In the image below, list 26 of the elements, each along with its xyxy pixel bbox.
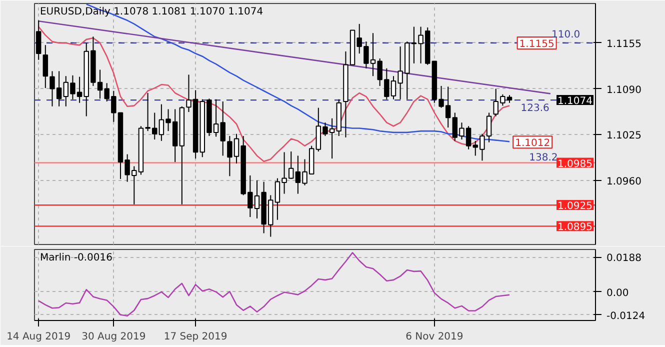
line-series	[38, 26, 510, 162]
chart-title: EURUSD,Daily 1.1078 1.1081 1.1070 1.1074	[40, 6, 264, 18]
x-tick-label: 30 Aug 2019	[82, 332, 146, 342]
ref-line-label: 1.1155	[519, 38, 554, 50]
x-tick-label: 14 Aug 2019	[6, 332, 71, 342]
annotation: 110.0	[552, 30, 580, 41]
y-tick-label: 1.1025	[606, 130, 642, 142]
ref-line-label: 1.0925	[558, 201, 593, 212]
ref-line-label: 1.1074	[558, 96, 593, 108]
candlestick	[42, 44, 48, 89]
y-tick-label: -0.0124	[606, 310, 646, 322]
annotation: 138.2	[529, 152, 558, 164]
ref-line-label: 1.0985	[558, 158, 593, 170]
annotation: 1.1012	[515, 138, 550, 150]
y-tick-label: 0.0188	[606, 253, 642, 264]
y-tick-label: 1.0960	[606, 176, 642, 188]
chart-title: Marlin -0.0016	[40, 252, 113, 264]
candlestick	[36, 20, 42, 60]
y-tick-label: 1.1155	[606, 38, 642, 50]
x-tick-label: 17 Sep 2019	[164, 332, 228, 342]
x-tick-label: 6 Nov 2019	[406, 332, 464, 342]
line-series	[38, 252, 510, 317]
annotation: 123.6	[520, 103, 550, 114]
y-tick-label: 1.1090	[606, 84, 642, 96]
y-tick-label: 0.00	[606, 288, 629, 299]
ref-line-label: 1.0895	[558, 222, 593, 234]
